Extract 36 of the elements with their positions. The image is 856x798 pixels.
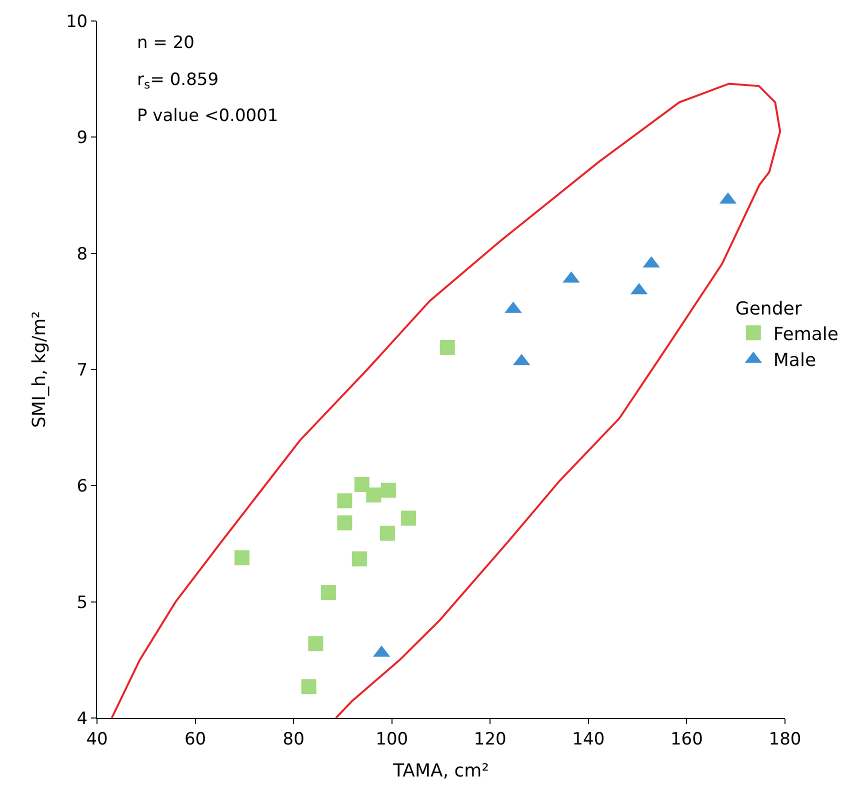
point: [354, 477, 370, 492]
point: [380, 526, 395, 541]
point: [308, 636, 324, 652]
x-tick-label: 40: [86, 729, 108, 750]
legend-label: Female: [773, 324, 838, 345]
y-tick-label: 6: [76, 476, 88, 497]
point: [301, 679, 316, 694]
point: [380, 482, 396, 498]
y-tick-label: 7: [76, 360, 88, 380]
y-tick-label: 8: [76, 244, 88, 264]
legend-label: Male: [773, 350, 816, 372]
x-tick-label: 160: [670, 729, 703, 750]
x-tick-label: 80: [282, 729, 304, 750]
annotation: r$_{s}$= 0.859: [137, 70, 219, 92]
x-tick-label: 100: [376, 729, 408, 750]
x-tick-label: 180: [768, 729, 802, 750]
legend-title: Gender: [735, 298, 802, 320]
point: [337, 493, 352, 508]
point: [440, 340, 455, 355]
annotation: P value <0.0001: [137, 106, 278, 126]
annotation: n = 20: [137, 33, 194, 53]
y-tick-label: 4: [76, 708, 88, 729]
x-axis-title: TAMA, cm²: [392, 760, 489, 782]
y-tick-label: 9: [76, 128, 88, 148]
point: [352, 551, 367, 566]
y-tick-label: 5: [76, 592, 88, 613]
x-tick-label: 60: [184, 729, 206, 750]
point: [234, 550, 250, 566]
y-axis-title: SMI_h, kg/m²: [29, 311, 50, 428]
point: [366, 487, 382, 502]
x-tick-label: 120: [474, 729, 506, 750]
x-tick-label: 140: [572, 729, 605, 750]
point: [401, 510, 416, 526]
point: [320, 585, 336, 600]
point: [337, 515, 352, 530]
y-tick-label: 10: [66, 12, 88, 32]
